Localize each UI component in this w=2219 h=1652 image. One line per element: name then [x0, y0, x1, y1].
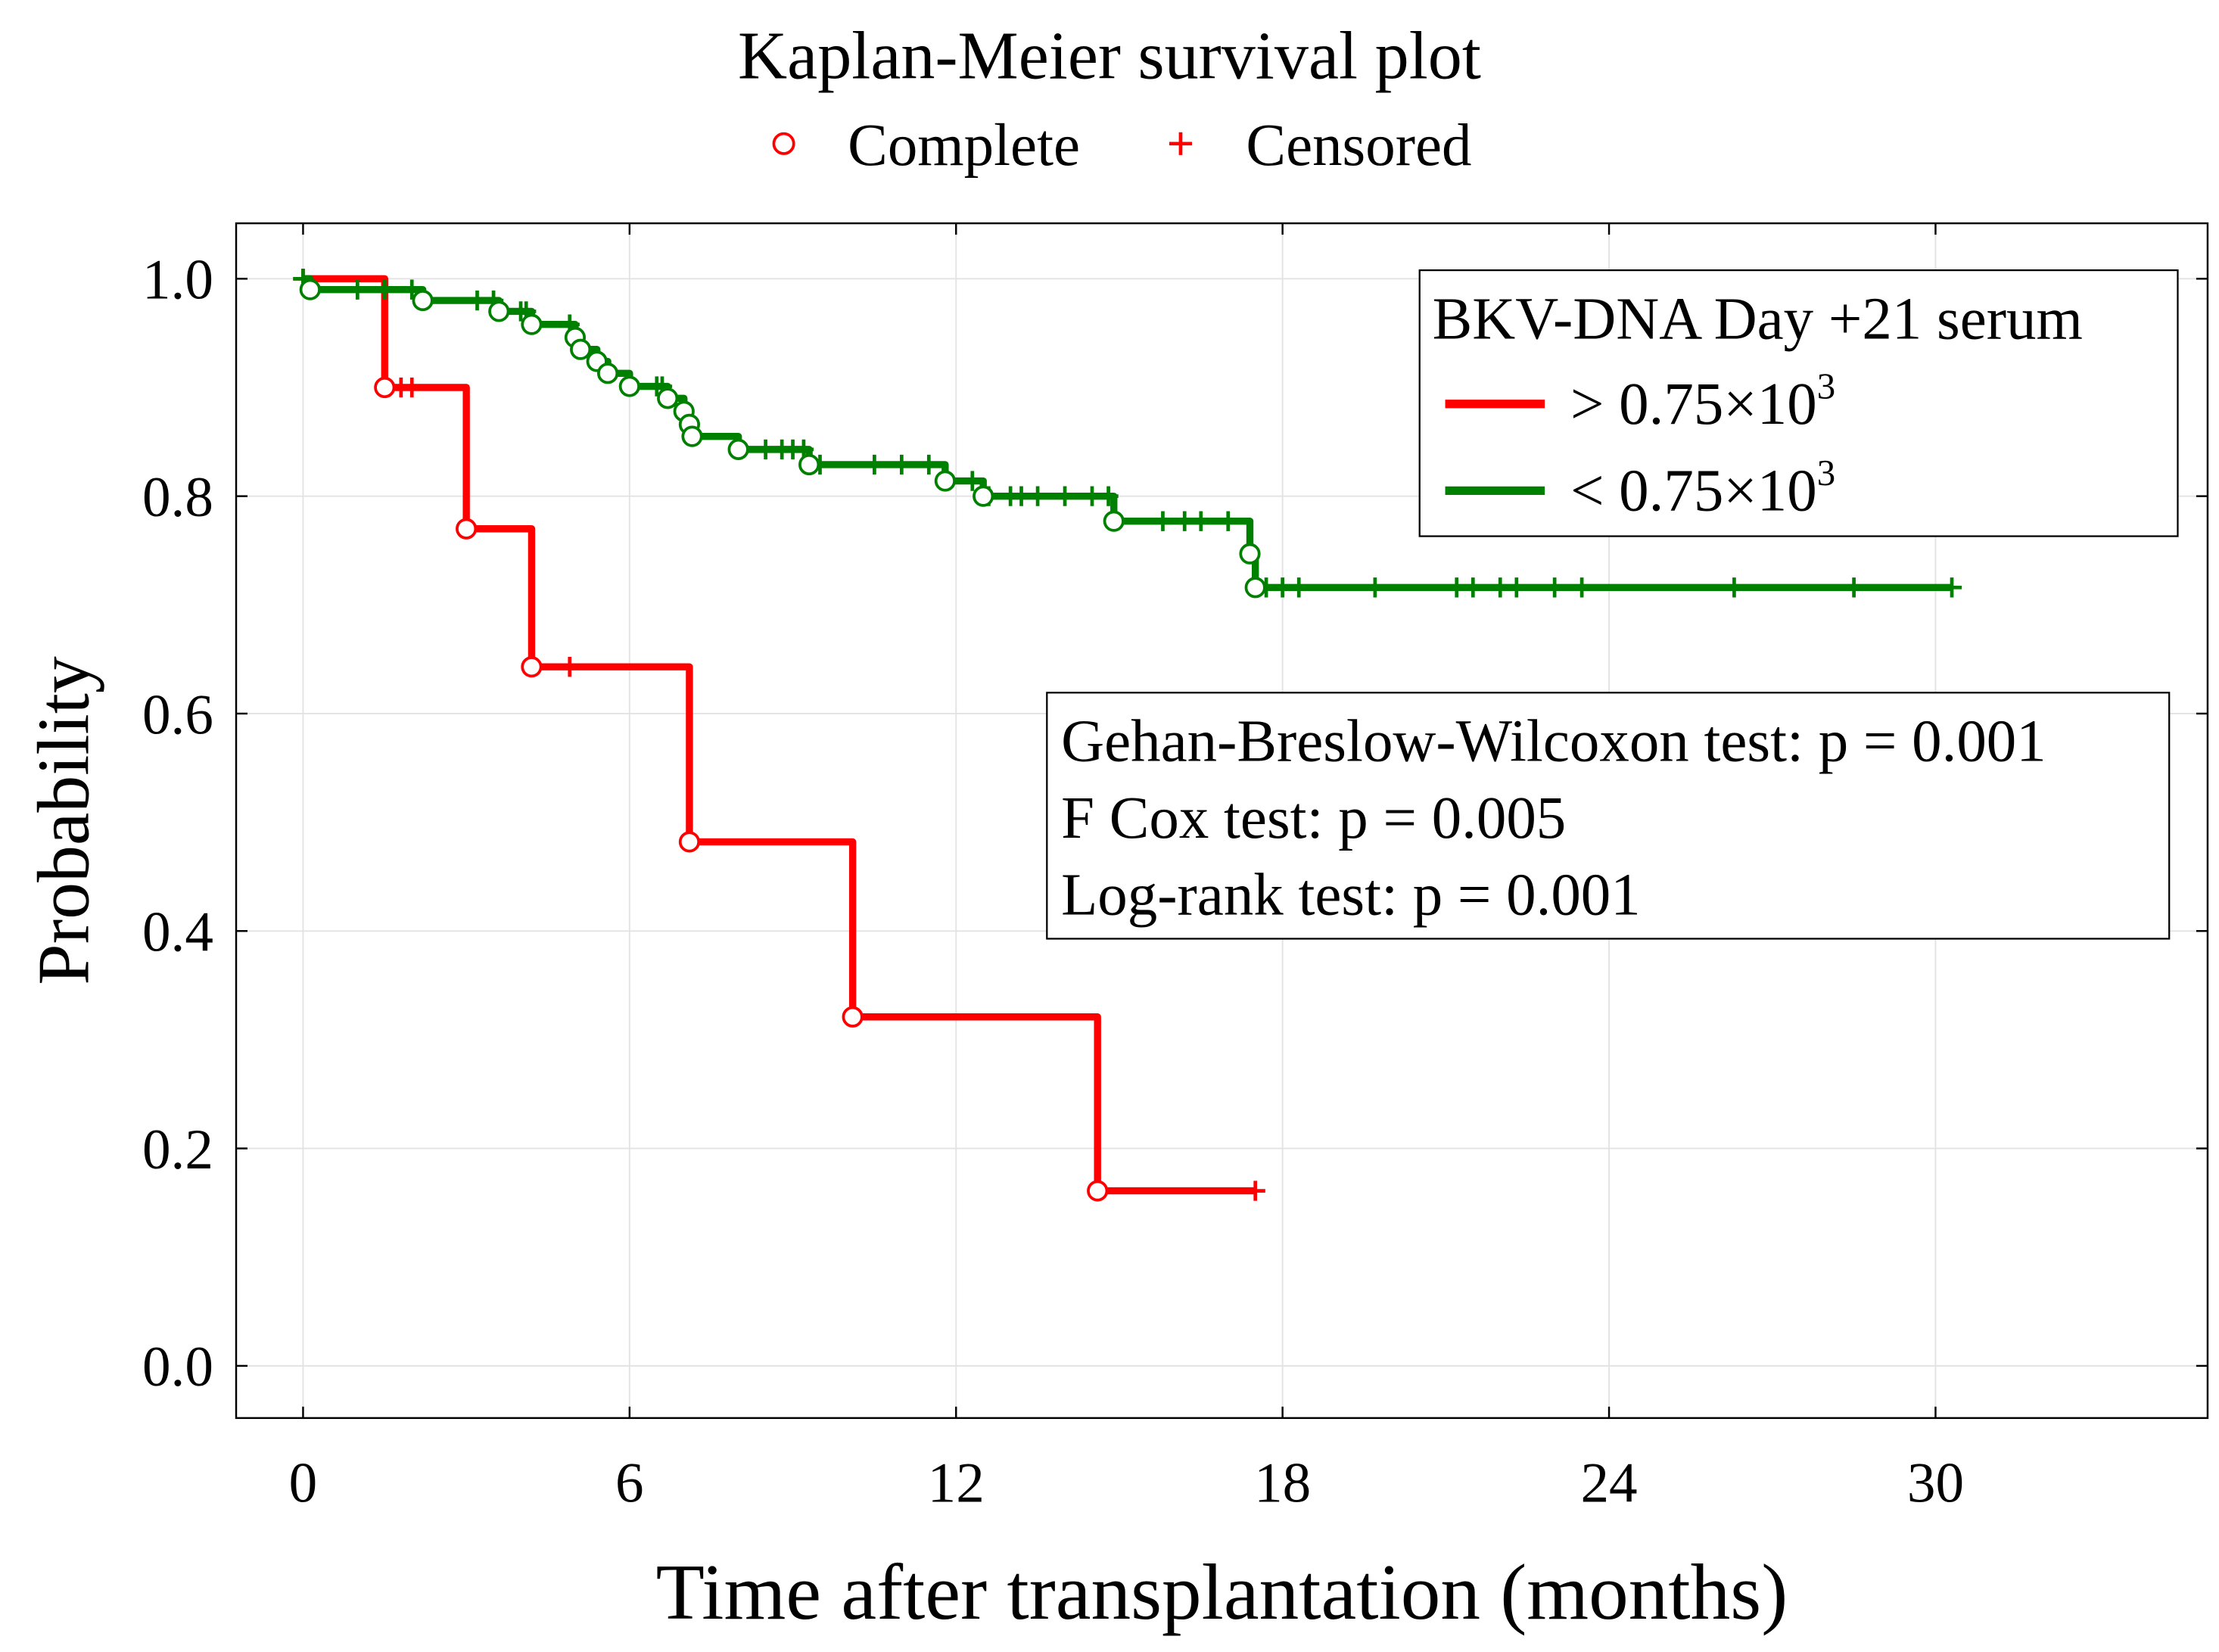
event-marker — [299, 278, 321, 300]
censor-mark — [1218, 511, 1238, 531]
x-tick-label: 0 — [289, 1452, 318, 1515]
censor-mark — [1571, 577, 1592, 598]
censor-mark — [962, 471, 982, 491]
marker-legend-complete: Complete — [848, 113, 1080, 179]
event-marker — [657, 387, 679, 409]
y-tick-label: 0.8 — [142, 466, 213, 529]
censor-mark — [1098, 486, 1119, 506]
x-tick-label: 30 — [1907, 1452, 1964, 1515]
censor-mark — [919, 454, 939, 475]
censored-marker-icon — [1169, 132, 1193, 155]
legend-entry-low: < 0.75×103 — [1570, 452, 1835, 524]
censor-mark — [892, 454, 912, 475]
event-marker — [521, 656, 543, 678]
y-tick-label: 1.0 — [142, 249, 213, 312]
event-marker — [842, 1006, 864, 1028]
censor-mark — [864, 454, 885, 475]
censor-mark — [1365, 577, 1386, 598]
y-tick-label: 0.0 — [142, 1336, 213, 1398]
chart-title: Kaplan-Meier survival plot — [738, 17, 1481, 93]
axes: 0 6 12 18 24 30 0.0 0.2 0.4 0.6 0.8 1.0 — [142, 223, 2208, 1515]
marker-legend-censored: Censored — [1246, 113, 1471, 179]
censor-mark — [1153, 511, 1173, 531]
event-marker — [1087, 1180, 1109, 1202]
event-marker — [1239, 543, 1261, 565]
stat-cox: F Cox test: p = 0.005 — [1061, 786, 1566, 851]
stats-box: Gehan-Breslow-Wilcoxon test: p = 0.001 F… — [1046, 692, 2171, 940]
censor-mark — [1190, 511, 1211, 531]
event-marker — [412, 289, 434, 312]
censor-mark — [402, 279, 422, 300]
stats-frame — [1046, 692, 2171, 940]
censor-mark — [347, 279, 368, 300]
series-1 — [293, 269, 1962, 599]
censor-mark — [1724, 577, 1744, 598]
event-marker — [934, 470, 956, 492]
complete-marker-icon — [772, 132, 795, 155]
marker-legend: Complete Censored — [772, 113, 1472, 179]
event-marker — [374, 376, 396, 399]
group-legend: BKV-DNA Day +21 serum > 0.75×103 < 0.75×… — [1418, 269, 2179, 537]
event-marker — [521, 313, 543, 335]
censor-mark — [1506, 577, 1527, 598]
y-axis-label: Probability — [23, 656, 105, 985]
censor-mark — [1844, 577, 1864, 598]
y-tick-label: 0.6 — [142, 683, 213, 746]
legend-entry-high: > 0.75×103 — [1570, 365, 1835, 437]
y-tick-label: 0.4 — [142, 901, 213, 964]
x-axis-label: Time after transplantation (months) — [656, 1548, 1788, 1636]
stat-logrank: Log-rank test: p = 0.001 — [1061, 862, 1641, 928]
x-tick-label: 24 — [1580, 1452, 1637, 1515]
legend-title: BKV-DNA Day +21 serum — [1433, 286, 2083, 352]
censor-mark — [402, 377, 422, 398]
censor-mark — [1027, 486, 1048, 506]
x-tick-label: 6 — [615, 1452, 644, 1515]
event-marker — [1103, 510, 1125, 532]
censor-mark — [1544, 577, 1565, 598]
event-marker — [678, 831, 701, 853]
event-marker — [596, 362, 619, 384]
event-marker — [618, 375, 640, 397]
series-layer — [293, 269, 1962, 1202]
plot-frame — [235, 222, 2209, 1420]
censor-mark — [1054, 486, 1075, 506]
event-marker — [973, 485, 994, 507]
y-tick-label: 0.2 — [142, 1118, 213, 1181]
event-marker — [570, 338, 592, 360]
stat-gehan: Gehan-Breslow-Wilcoxon test: p = 0.001 — [1061, 709, 2046, 775]
event-marker — [727, 438, 749, 460]
event-marker — [681, 425, 703, 447]
censor-mark — [1289, 577, 1309, 598]
event-marker — [456, 518, 478, 540]
censor-mark — [559, 657, 580, 677]
censor-mark — [1941, 577, 1962, 598]
censor-mark — [375, 279, 395, 300]
event-marker — [1244, 577, 1266, 599]
censor-mark — [1245, 1181, 1265, 1201]
legend-box — [1418, 269, 2179, 537]
x-tick-label: 12 — [928, 1452, 985, 1515]
event-marker — [488, 300, 510, 322]
x-tick-label: 18 — [1254, 1452, 1311, 1515]
event-marker — [798, 453, 820, 476]
censor-mark — [1463, 577, 1483, 598]
